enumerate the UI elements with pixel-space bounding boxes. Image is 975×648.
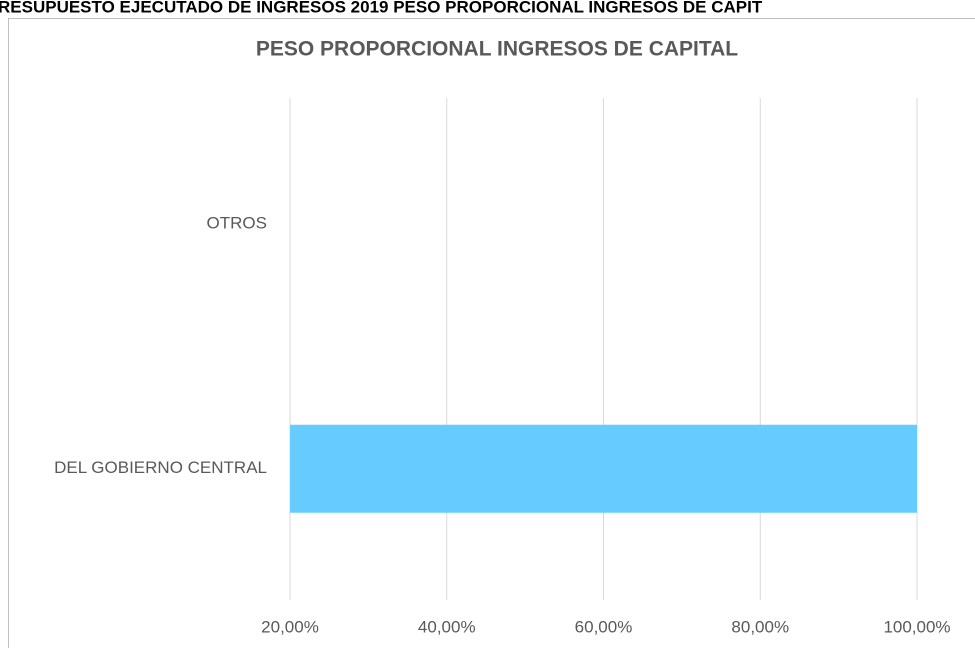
- x-tick-label: 80,00%: [731, 617, 789, 636]
- bar: [290, 424, 917, 513]
- x-tick-label: 100,00%: [883, 617, 950, 636]
- chart-title: PESO PROPORCIONAL INGRESOS DE CAPITAL: [256, 38, 738, 61]
- chart-frame: [8, 18, 975, 648]
- page-header: RESUPUESTO EJECUTADO DE INGRESOS 2019 PE…: [0, 0, 763, 16]
- y-tick-label: DEL GOBIERNO CENTRAL: [54, 458, 267, 477]
- x-tick-label: 20,00%: [261, 617, 319, 636]
- x-tick-label: 60,00%: [575, 617, 633, 636]
- x-tick-label: 40,00%: [418, 617, 476, 636]
- y-tick-label: OTROS: [207, 214, 267, 233]
